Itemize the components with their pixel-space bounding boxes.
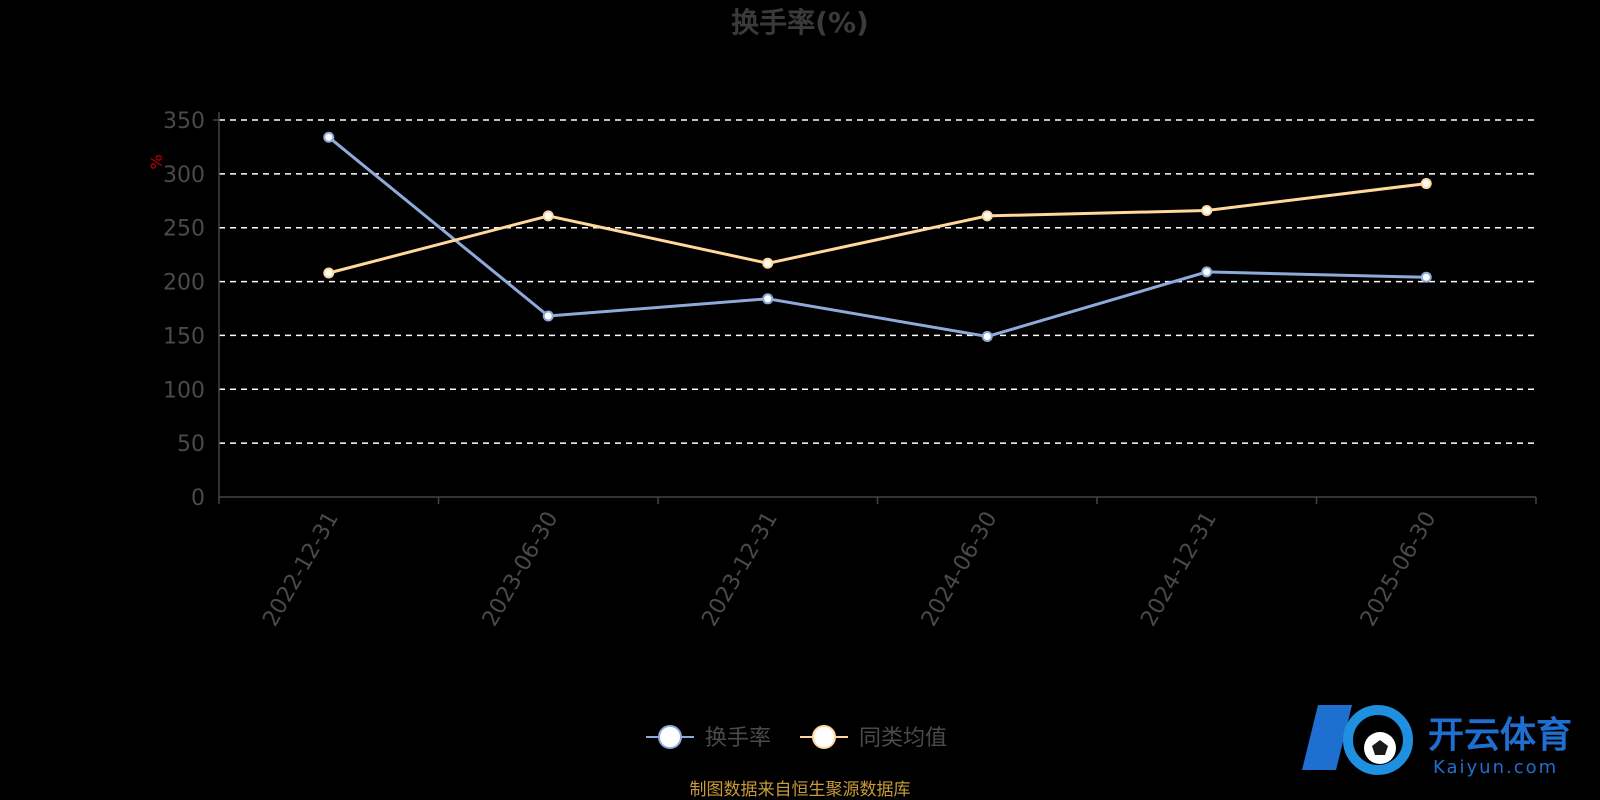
watermark-logo: 开云体育 Kaiyun.com <box>1302 705 1572 778</box>
y-tick-label: 0 <box>191 486 205 511</box>
watermark-brand-cn: 开云体育 <box>1428 715 1572 756</box>
y-tick-label: 300 <box>163 163 205 188</box>
chart-title: 换手率(%) <box>731 6 869 39</box>
y-tick-label: 250 <box>163 217 205 242</box>
legend-marker-peer-average <box>812 725 836 749</box>
data-point[interactable] <box>1201 266 1213 278</box>
data-source-note: 制图数据来自恒生聚源数据库 <box>690 780 911 800</box>
y-tick-label: 100 <box>163 378 205 403</box>
y-tick-label: 200 <box>163 271 205 296</box>
legend-label-turnover: 换手率 <box>705 726 771 751</box>
series-points <box>323 131 1432 343</box>
grid-lines <box>219 119 1536 444</box>
series-lines <box>327 136 1427 339</box>
legend-label-peer-average: 同类均值 <box>859 726 947 751</box>
axes <box>213 112 1537 504</box>
legend-item-peer-average[interactable]: 同类均值 <box>800 725 947 751</box>
data-point[interactable] <box>762 257 774 269</box>
legend-item-turnover[interactable]: 换手率 <box>646 725 771 751</box>
x-tick-label: 2022-12-31 <box>258 508 344 631</box>
legend[interactable]: 换手率 同类均值 <box>646 725 947 751</box>
y-tick-label: 150 <box>163 324 205 349</box>
series-line-0 <box>327 136 1427 339</box>
series-line-1 <box>328 182 1427 275</box>
y-tick-labels: 0 50 100 150 200 250 300 350 <box>163 109 205 511</box>
x-tick-label: 2024-06-30 <box>917 508 1003 631</box>
legend-marker-turnover <box>658 725 682 749</box>
data-point[interactable] <box>1420 271 1432 283</box>
kaiyun-logo-icon <box>1302 705 1413 775</box>
data-point[interactable] <box>1201 204 1213 216</box>
data-point[interactable] <box>542 310 554 322</box>
data-point[interactable] <box>542 210 554 222</box>
y-tick-label: 50 <box>177 432 205 457</box>
x-tick-label: 2024-12-31 <box>1136 508 1222 631</box>
data-point[interactable] <box>323 267 335 279</box>
x-tick-label: 2023-06-30 <box>478 508 564 631</box>
x-tick-labels: 2022-12-31 2023-06-30 2023-12-31 2024-06-30… <box>258 508 1441 631</box>
data-point[interactable] <box>762 293 774 305</box>
y-axis-unit: % <box>147 154 166 169</box>
x-tick-label: 2025-06-30 <box>1356 508 1442 631</box>
x-tick-label: 2023-12-31 <box>697 508 783 631</box>
data-point[interactable] <box>323 131 335 143</box>
y-tick-label: 350 <box>163 109 205 134</box>
data-point[interactable] <box>981 210 993 222</box>
watermark-brand-en: Kaiyun.com <box>1433 757 1558 778</box>
data-point[interactable] <box>1420 178 1432 190</box>
data-point[interactable] <box>981 331 993 343</box>
